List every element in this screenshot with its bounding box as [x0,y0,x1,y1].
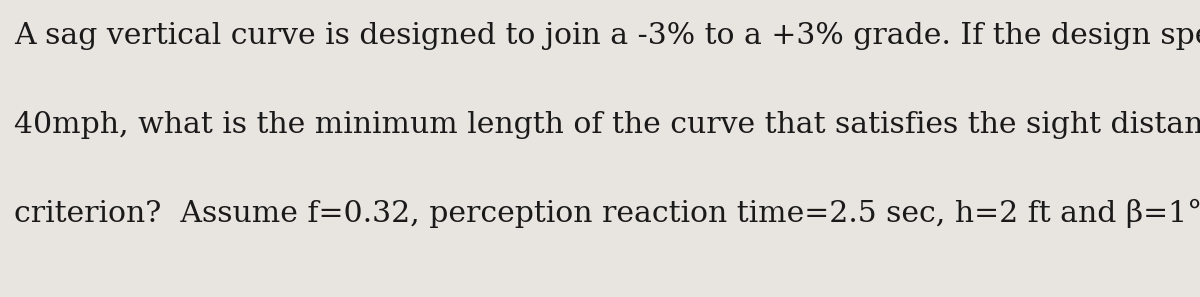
Text: criterion?  Assume f=0.32, perception reaction time=2.5 sec, h=2 ft and β=1°.: criterion? Assume f=0.32, perception rea… [14,199,1200,228]
Text: A sag vertical curve is designed to join a -3% to a +3% grade. If the design spe: A sag vertical curve is designed to join… [14,22,1200,50]
Text: 40mph, what is the minimum length of the curve that satisfies the sight distance: 40mph, what is the minimum length of the… [14,111,1200,139]
